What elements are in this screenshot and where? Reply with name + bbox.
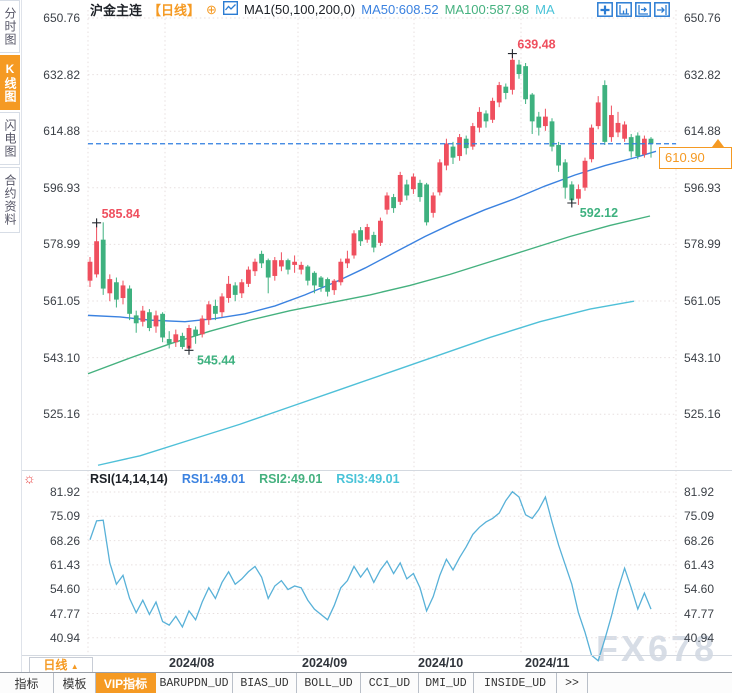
rsi-axis-label-left: 61.43 xyxy=(49,557,80,572)
price-annotation: 545.44 xyxy=(197,353,235,367)
price-axis-label-right: 650.76 xyxy=(684,11,721,25)
rsi-axis-label-right: 54.60 xyxy=(684,582,715,597)
last-price-badge: 610.90 xyxy=(659,146,732,169)
price-axis-label-right: 561.05 xyxy=(684,294,721,308)
price-axis-label-left: 525.16 xyxy=(43,407,80,422)
rsi-line xyxy=(89,490,652,662)
sidebar-tab-active[interactable]: K线图 xyxy=(0,55,20,110)
sidebar-tab-item[interactable]: 分时图 xyxy=(0,0,20,53)
rsi-settings-icon[interactable]: ☼ xyxy=(23,470,36,486)
price-annotation: 585.84 xyxy=(102,207,140,221)
price-annotation: 592.12 xyxy=(580,206,618,220)
indicator-tab[interactable]: DMI_UD xyxy=(419,673,474,693)
rsi-axis-label-left: 54.60 xyxy=(49,582,80,597)
price-axis-label-right: 614.88 xyxy=(684,124,721,139)
indicator-tab[interactable]: 模板 xyxy=(54,673,96,693)
indicator-tab[interactable]: VIP指标 xyxy=(96,673,156,693)
sidebar-tab-item[interactable]: 合约资料 xyxy=(0,167,20,233)
x-axis-label: 2024/11 xyxy=(525,656,570,670)
dropdown-arrow-icon: ▲ xyxy=(70,662,79,671)
price-axis-label-left: 561.05 xyxy=(43,294,80,308)
price-axis-label-left: 578.99 xyxy=(43,237,80,252)
rsi-header: RSI(14,14,14) RSI1:49.01 RSI2:49.01 RSI3… xyxy=(90,472,400,486)
indicator-tab[interactable]: BARUPDN_UD xyxy=(156,673,233,693)
extreme-marker-icon xyxy=(507,49,517,59)
zoom-add-icon[interactable]: ⊕ xyxy=(206,1,217,17)
price-axis-label-left: 650.76 xyxy=(43,11,80,25)
price-axis-label-left: 543.10 xyxy=(43,350,80,365)
rsi-params-label[interactable]: RSI(14,14,14) xyxy=(90,472,168,486)
candles xyxy=(87,53,654,351)
indicator-tab[interactable]: INSIDE_UD xyxy=(474,673,557,693)
rsi-axis-label-right: 47.77 xyxy=(684,606,715,621)
period-selector-label: 日线 xyxy=(43,658,68,672)
x-axis-label: 2024/09 xyxy=(302,656,348,670)
price-axis-label-right: 632.82 xyxy=(684,67,721,82)
symbol-name: 沪金主连 xyxy=(90,3,143,18)
indicator-tab[interactable]: CCI_UD xyxy=(361,673,419,693)
x-axis-label: 2024/08 xyxy=(169,656,215,670)
price-axis-label-left: 614.88 xyxy=(43,124,80,139)
sidebar-tab-item[interactable]: 闪电图 xyxy=(0,112,20,165)
indicator-tab-bar: 指标 模板 VIP指标 BARUPDN_UD BIAS_UD BOLL_UD CCI_UD D… xyxy=(0,672,732,693)
extreme-marker-icon xyxy=(184,345,194,355)
price-axis-label-left: 596.93 xyxy=(43,180,80,195)
ma100-value: MA100:587.98 xyxy=(444,2,530,17)
extreme-marker-icon xyxy=(567,198,577,208)
chart-header: 沪金主连 【日线】 ⊕ MA1(50,100,200,0) MA50:608.5… xyxy=(90,0,555,18)
rsi3-value: RSI3:49.01 xyxy=(336,472,400,486)
price-annotation: 639.48 xyxy=(517,38,555,52)
indicator-tab[interactable]: >> xyxy=(557,673,588,693)
indicator-tab[interactable]: 指标 xyxy=(0,673,54,693)
rsi-axis-label-left: 75.09 xyxy=(49,509,80,524)
axis-pan-icon[interactable] xyxy=(635,2,651,22)
rsi-axis-label-left: 68.26 xyxy=(49,533,80,548)
price-axis-label-right: 543.10 xyxy=(684,350,721,365)
rsi-axis-label-left: 81.92 xyxy=(49,485,80,499)
rsi-axis-label-right: 68.26 xyxy=(684,533,715,548)
ma50-line xyxy=(87,150,657,323)
ma-settings-label[interactable]: MA1(50,100,200,0) xyxy=(243,2,356,17)
price-axis-label-right: 596.93 xyxy=(684,180,721,195)
price-axis-label-right: 525.16 xyxy=(684,407,721,422)
chart-type-sidebar: 分时图 K线图 闪电图 合约资料 xyxy=(0,0,22,693)
ma100-line xyxy=(87,215,651,375)
extreme-marker-icon xyxy=(92,218,102,228)
kline-style-icon[interactable] xyxy=(222,0,238,18)
rsi-axis-label-right: 75.09 xyxy=(684,509,715,524)
axis-zoom-icon[interactable] xyxy=(616,2,632,22)
ma200-value-truncated: MA xyxy=(535,2,555,17)
indicator-tab[interactable]: BIAS_UD xyxy=(233,673,297,693)
rsi2-value: RSI2:49.01 xyxy=(259,472,323,486)
ma50-value: MA50:608.52 xyxy=(361,2,439,17)
pane-divider[interactable] xyxy=(22,470,732,471)
ma200-line xyxy=(97,300,635,466)
rsi-axis-label-right: 81.92 xyxy=(684,485,715,499)
detach-pane-icon[interactable] xyxy=(654,2,670,22)
chart-toolbar xyxy=(597,2,670,22)
rsi-axis-label-right: 40.94 xyxy=(684,630,715,645)
indicator-tab[interactable]: BOLL_UD xyxy=(297,673,361,693)
axis-divider xyxy=(22,655,732,656)
rsi-axis-label-right: 61.43 xyxy=(684,557,715,572)
rsi-axis-label-left: 40.94 xyxy=(49,630,80,645)
price-marker-arrow-icon xyxy=(712,138,724,147)
rsi1-value: RSI1:49.01 xyxy=(181,472,246,486)
x-axis-label: 2024/10 xyxy=(418,656,464,670)
crosshair-tool-icon[interactable] xyxy=(597,2,613,22)
period-label: 【日线】 xyxy=(148,3,201,18)
price-axis-label-right: 578.99 xyxy=(684,237,721,252)
price-axis-label-left: 632.82 xyxy=(43,67,80,82)
rsi-axis-label-left: 47.77 xyxy=(49,606,80,621)
